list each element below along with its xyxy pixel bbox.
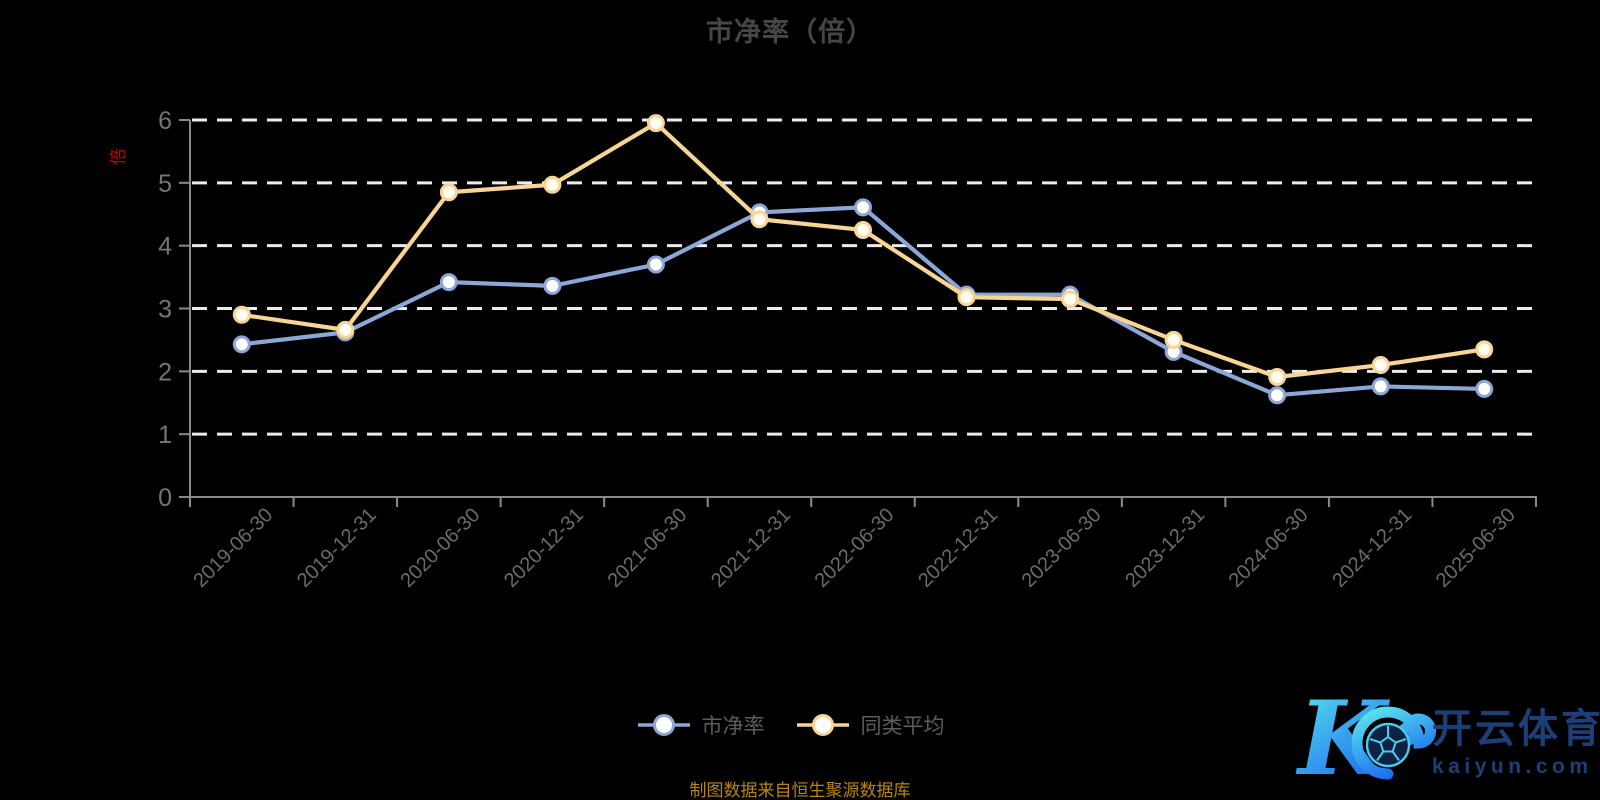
data-point-marker[interactable] [854,220,872,239]
y-tick-label: 5 [158,170,172,198]
y-tick-label: 6 [158,107,172,135]
x-tick-label: 2020-12-31 [500,504,588,592]
data-point-marker[interactable] [1475,379,1494,398]
data-source-note: 制图数据来自恒生聚源数据库 [689,781,911,800]
data-point-marker[interactable] [1268,367,1287,386]
data-point-marker[interactable] [543,276,562,295]
x-tick-label: 2024-12-31 [1328,504,1416,592]
x-tick-label: 2023-06-30 [1018,504,1106,592]
x-tick-label: 2024-06-30 [1225,504,1313,592]
soccer-ball-icon [1365,722,1411,768]
y-tick-label: 3 [158,296,172,324]
x-tick-label: 2021-06-30 [604,504,692,592]
x-tick-label: 2019-06-30 [189,504,277,592]
data-point-marker[interactable] [1268,386,1287,405]
data-point-marker[interactable] [646,255,665,274]
chart-title: 市净率（倍） [706,17,874,47]
data-point-marker[interactable] [750,210,769,229]
legend-label: 市净率 [701,715,765,738]
data-point-marker[interactable] [1164,330,1183,349]
x-tick-label: 2022-06-30 [811,504,899,592]
brand-name-cn: 开云体育 [1432,707,1600,751]
legend-label: 同类平均 [860,715,945,738]
legend-marker-icon [796,714,849,736]
data-point-marker[interactable] [439,183,458,202]
x-tick-label: 2025-06-30 [1432,504,1520,592]
x-tick-label: 2022-12-31 [914,504,1002,592]
data-point-marker[interactable] [543,175,562,194]
y-tick-label: 2 [158,358,172,386]
data-point-marker[interactable] [854,198,872,217]
legend-marker-icon [637,714,690,736]
legend-item-pb-ratio[interactable]: 市净率 [636,710,765,740]
data-point-marker[interactable] [232,335,251,354]
series-line-同类平均 [239,121,1487,380]
data-point-marker[interactable] [957,288,976,307]
legend: 市净率 同类平均 [0,710,1580,740]
data-point-marker[interactable] [1475,340,1494,359]
data-point-marker[interactable] [336,320,355,339]
legend-item-peer-average[interactable]: 同类平均 [795,710,945,740]
data-point-marker[interactable] [646,114,665,133]
data-point-marker[interactable] [1371,377,1390,396]
x-tick-label: 2023-12-31 [1121,504,1209,592]
y-tick-label: 4 [158,233,172,261]
y-tick-label: 1 [158,421,172,449]
kaiyun-logo[interactable]: K 开云体育 kaiyun.com [1288,670,1600,800]
x-tick-label: 2020-06-30 [396,504,484,592]
x-tick-label: 2019-12-31 [293,504,381,592]
data-point-marker[interactable] [439,273,458,292]
data-point-marker[interactable] [1371,356,1390,375]
brand-domain: kaiyun.com [1432,755,1593,778]
y-tick-label: 0 [158,484,172,512]
data-point-marker[interactable] [1061,290,1080,309]
x-tick-label: 2021-12-31 [707,504,795,592]
data-point-marker[interactable] [232,305,251,324]
